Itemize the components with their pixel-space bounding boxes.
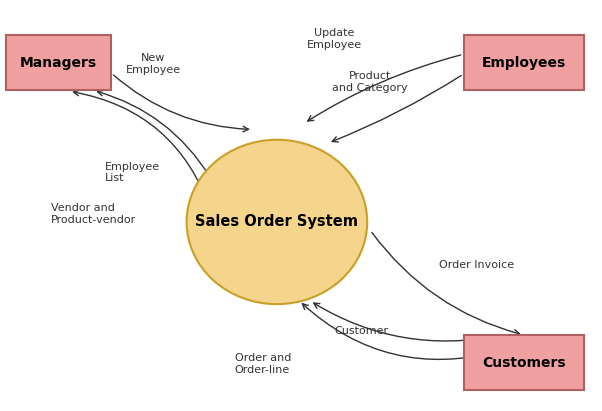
Text: Update
Employee: Update Employee [306,28,362,50]
Text: Employees: Employees [482,55,566,70]
Text: Customer: Customer [334,326,388,336]
Text: Vendor and
Product-vendor: Vendor and Product-vendor [51,203,137,224]
Text: New
Employee: New Employee [126,53,181,74]
Text: Managers: Managers [20,55,98,70]
Text: Sales Order System: Sales Order System [196,215,358,229]
FancyBboxPatch shape [464,335,584,390]
Text: Product
and Category: Product and Category [332,72,408,93]
Text: Order and
Order-line: Order and Order-line [235,353,291,374]
Ellipse shape [187,140,367,304]
Text: Employee
List: Employee List [105,162,161,183]
Text: Order Invoice: Order Invoice [439,260,515,270]
FancyBboxPatch shape [464,35,584,90]
Text: Customers: Customers [482,356,565,370]
FancyBboxPatch shape [6,35,111,90]
